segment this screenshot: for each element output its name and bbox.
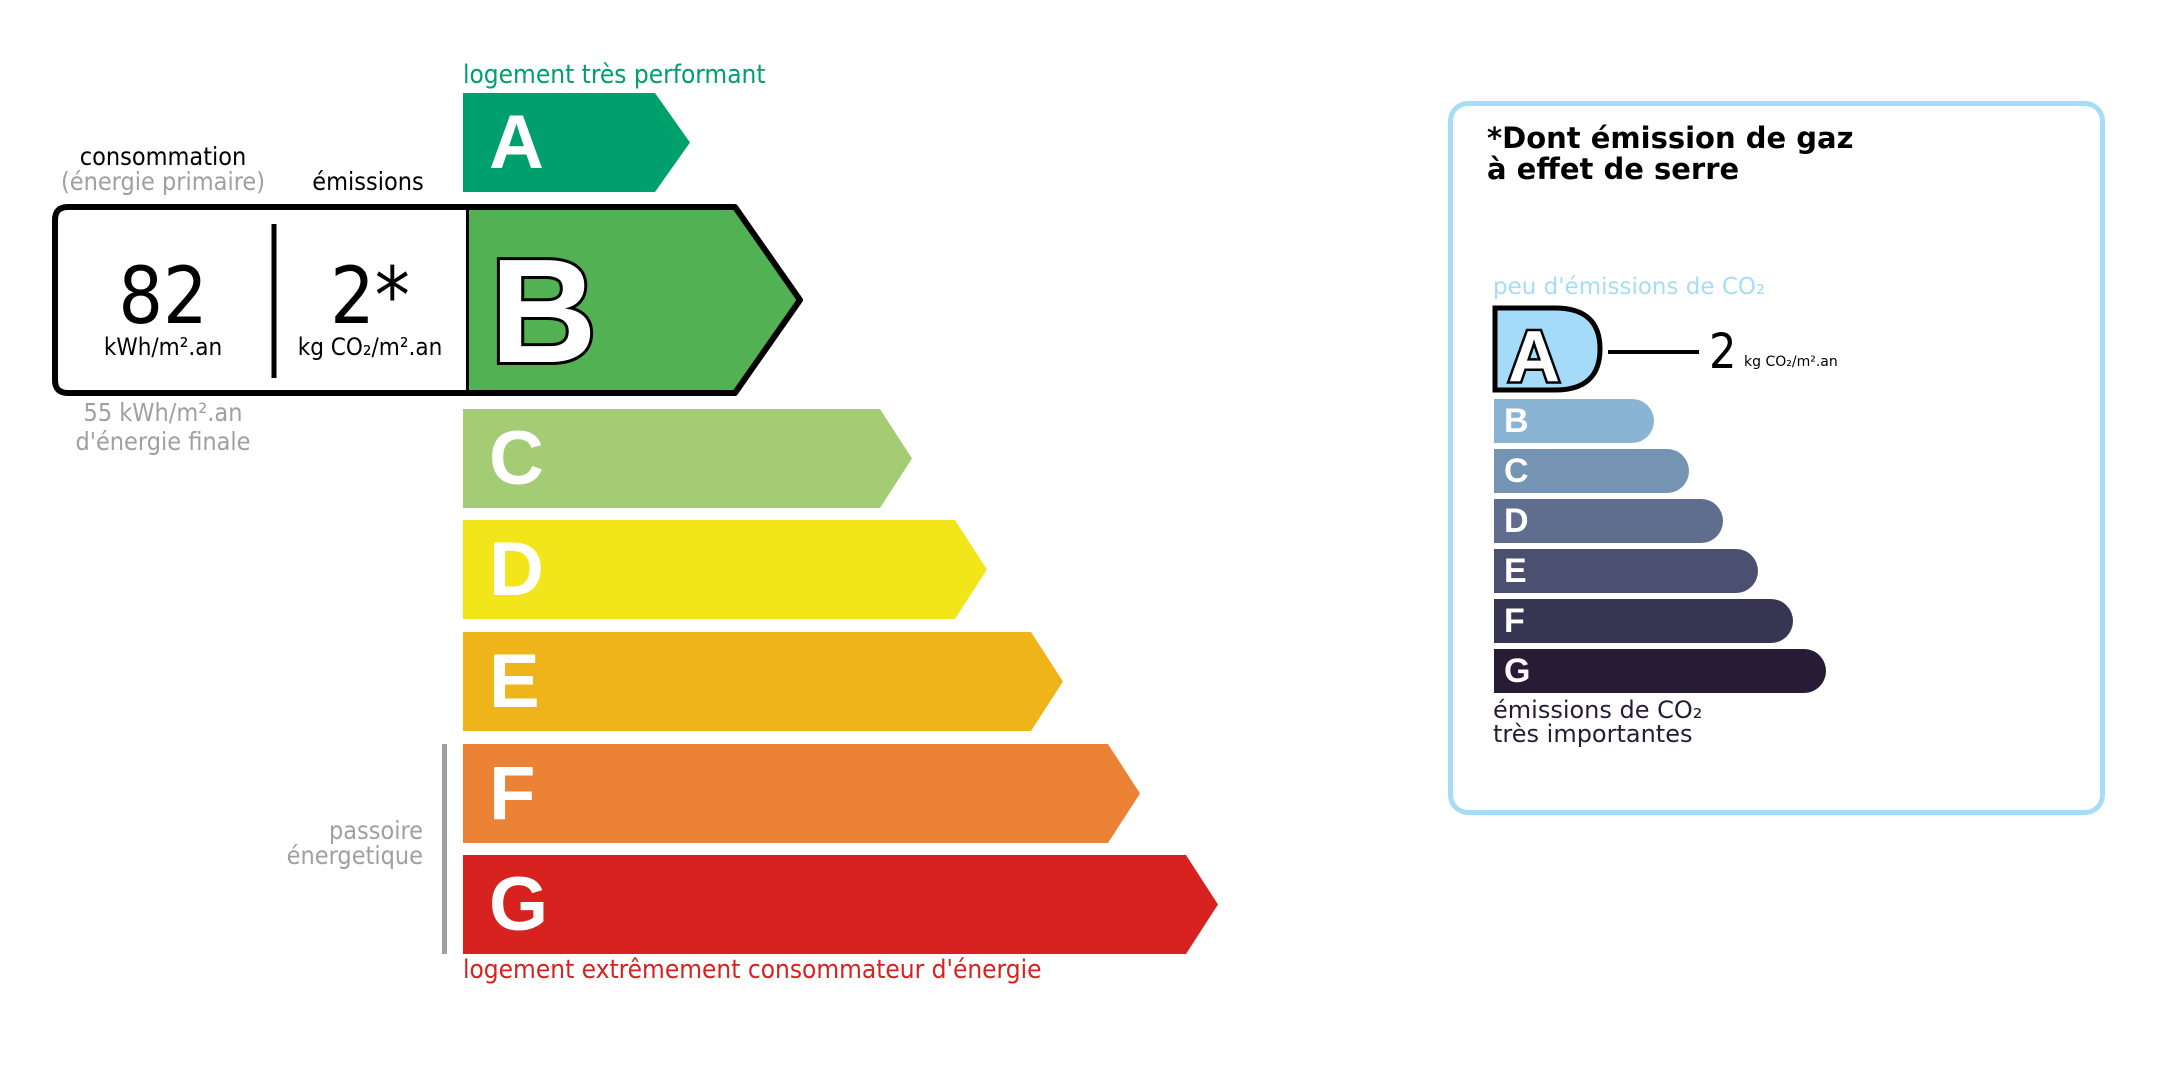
- ghg-top-label: peu d'émissions de CO₂: [1493, 274, 1766, 300]
- final-energy-value: 55 kWh/m².an: [83, 398, 243, 427]
- ghg-value: 2: [1709, 324, 1737, 380]
- energy-class-f: F: [463, 744, 1140, 843]
- ghg-bottom-label: émissions de CO₂: [1493, 696, 1703, 724]
- consumption-value: 82: [118, 252, 208, 342]
- passoire-label-2: énergetique: [286, 841, 423, 870]
- class-letter: G: [489, 861, 549, 947]
- class-letter: D: [1504, 502, 1529, 540]
- ghg-unit: kg CO₂/m².an: [1744, 354, 1838, 370]
- energy-class-a: A: [463, 93, 690, 192]
- class-letter-b: B: [490, 229, 597, 394]
- emissions-unit: kg CO₂/m².an: [297, 333, 443, 361]
- current-class-box: B: [52, 204, 803, 397]
- ghg-class-c: C: [1494, 449, 1689, 493]
- class-letter: C: [1504, 452, 1529, 490]
- top-label: logement très performant: [463, 60, 766, 90]
- class-letter: E: [1504, 552, 1527, 590]
- class-letter-a: A: [1508, 317, 1560, 395]
- ghg-class-g: G: [1494, 649, 1826, 693]
- class-letter: A: [489, 99, 544, 185]
- consumption-subheading: (énergie primaire): [60, 167, 266, 196]
- class-letter: D: [489, 526, 544, 612]
- passoire-bracket: [442, 744, 447, 954]
- final-energy-label: d'énergie finale: [75, 427, 251, 456]
- energy-class-c: C: [463, 409, 912, 508]
- ghg-panel: [1448, 101, 2105, 815]
- ghg-class-b: B: [1494, 399, 1654, 443]
- ghg-class-e: E: [1494, 549, 1758, 593]
- energy-class-e: E: [463, 632, 1063, 731]
- class-letter: C: [489, 415, 544, 501]
- ghg-title: *Dont émission de gaz: [1487, 121, 1854, 155]
- emissions-value: 2*: [330, 252, 410, 342]
- energy-class-d: D: [463, 520, 987, 619]
- ghg-title-2: à effet de serre: [1487, 152, 1740, 186]
- class-letter: G: [1504, 652, 1531, 690]
- value-box: [52, 204, 466, 396]
- ghg-class-a: A: [1492, 305, 1603, 395]
- consumption-heading: consommation: [79, 142, 247, 171]
- class-letter: F: [1504, 602, 1525, 640]
- ghg-bottom-label-2: très importantes: [1493, 720, 1693, 748]
- ghg-class-d: D: [1494, 499, 1723, 543]
- passoire-label: passoire: [328, 816, 423, 845]
- class-letter: B: [1504, 402, 1529, 440]
- ghg-pointer-line: [1608, 350, 1699, 354]
- consumption-unit: kWh/m².an: [103, 333, 223, 361]
- ghg-class-f: F: [1494, 599, 1793, 643]
- class-letter: F: [489, 750, 536, 836]
- emissions-heading: émissions: [312, 167, 424, 196]
- energy-class-g: G: [463, 855, 1218, 954]
- class-letter: E: [489, 638, 540, 724]
- bottom-label: logement extrêmement consommateur d'éner…: [463, 955, 1042, 985]
